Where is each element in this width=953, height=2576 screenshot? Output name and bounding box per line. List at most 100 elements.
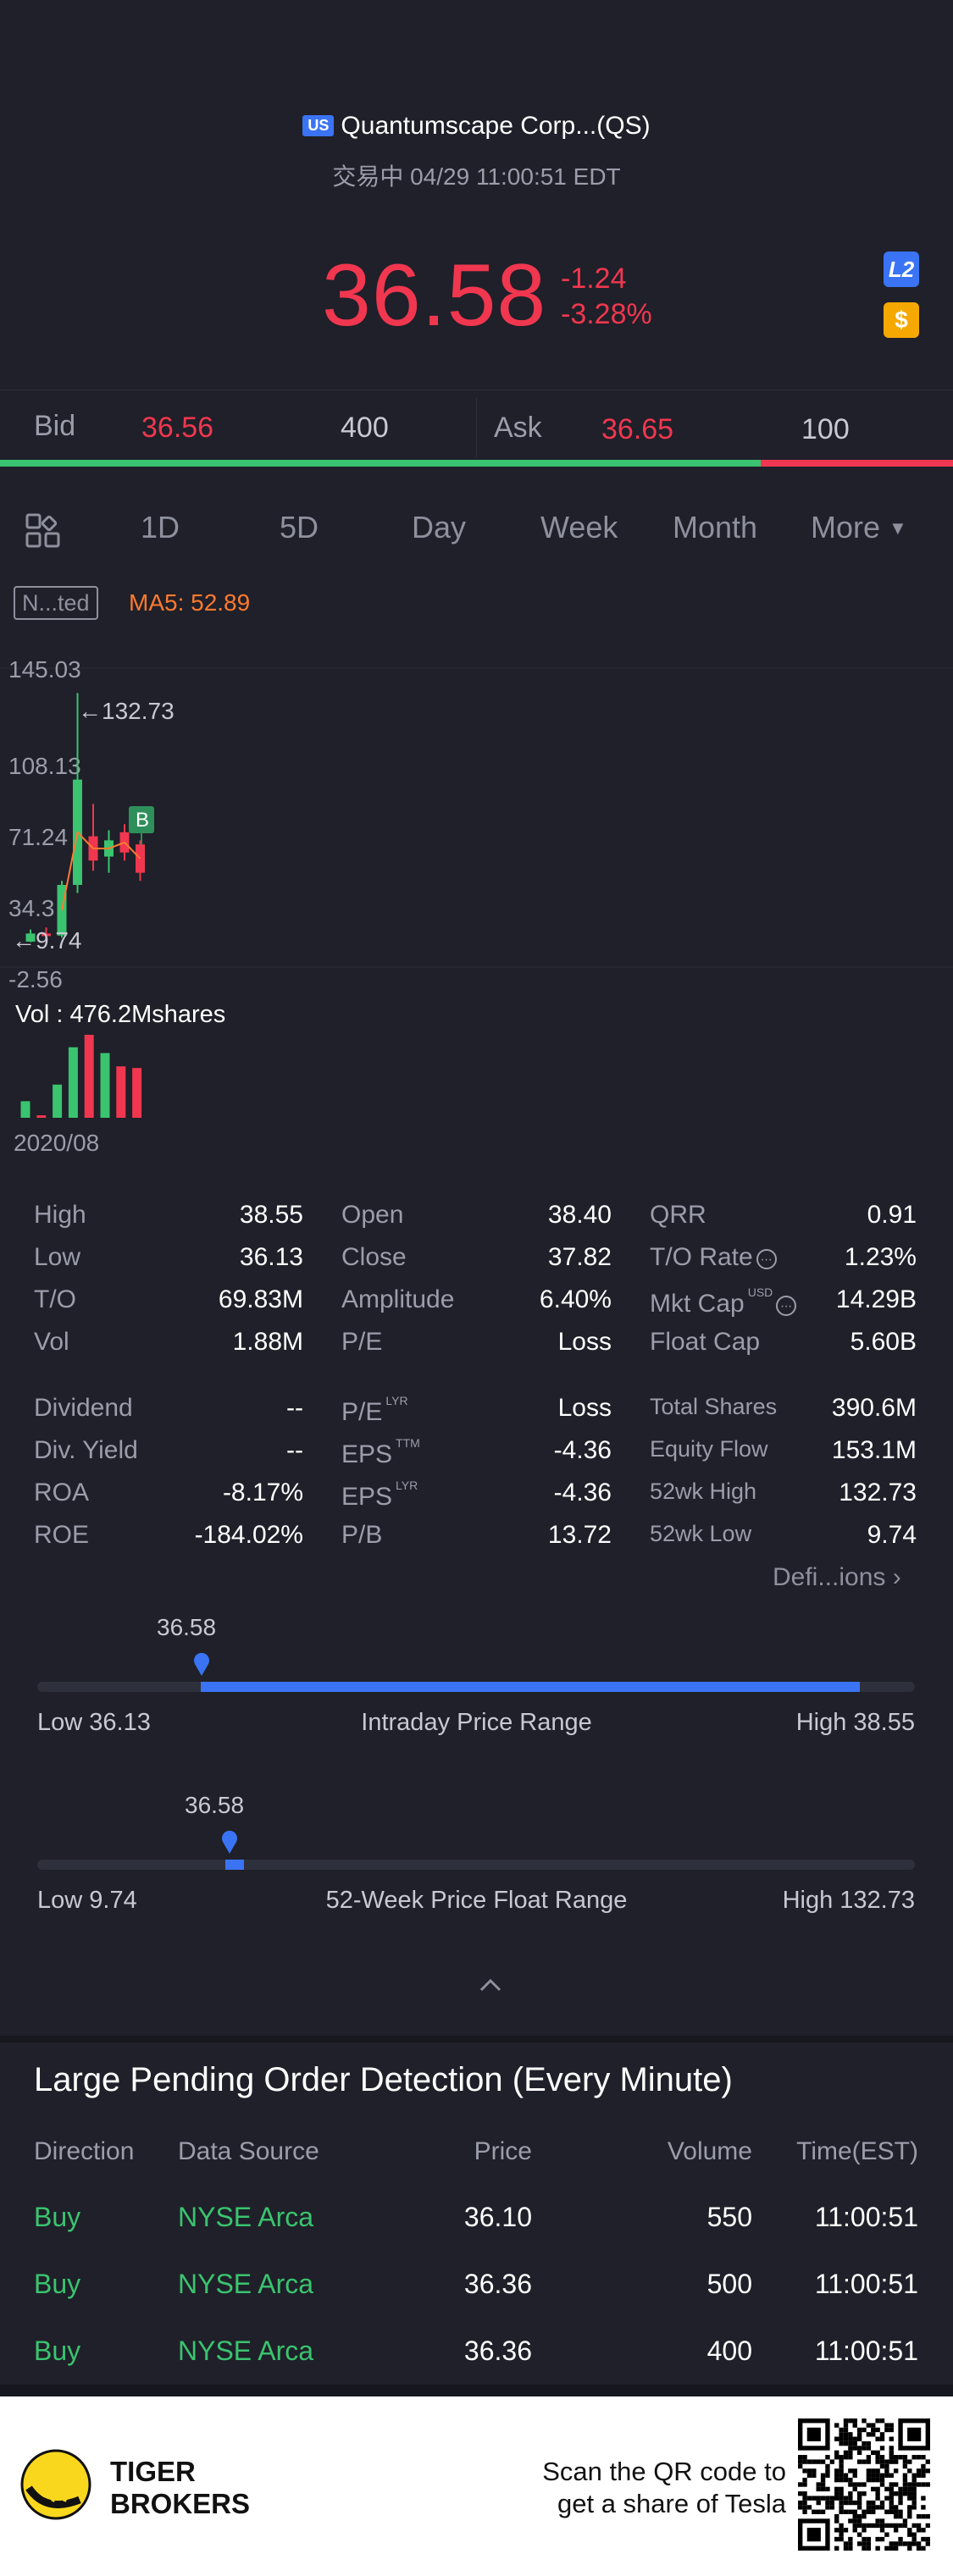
qr-module [911, 2491, 917, 2496]
level2-icon[interactable]: L2 [884, 252, 919, 287]
qr-module [839, 2455, 844, 2460]
week52-range-track [37, 1860, 915, 1870]
qr-module [862, 2441, 867, 2446]
stat-value: Loss [557, 1394, 612, 1422]
price-chart[interactable]: 145.03 108.13 71.24 34.3 -2.56 ←132.73 ←… [0, 652, 953, 991]
stat-label: P/E LYR [341, 1394, 408, 1426]
bid-ask-bar[interactable] [0, 390, 953, 467]
tab-week[interactable]: Week [540, 510, 618, 544]
tab-more[interactable]: More ▼ [811, 510, 907, 545]
tab-1d[interactable]: 1D [141, 510, 180, 544]
qr-module [798, 2455, 803, 2460]
info-icon[interactable]: ⋯ [776, 1296, 797, 1316]
stat-label: P/B [341, 1521, 383, 1549]
qr-module [884, 2486, 889, 2492]
qr-module [871, 2523, 876, 2529]
qr-module [866, 2500, 872, 2506]
qr-module [802, 2491, 807, 2496]
qr-module [911, 2536, 917, 2542]
stat-value: 38.55 [239, 1201, 303, 1229]
qr-module [879, 2418, 885, 2424]
qr-module [843, 2528, 849, 2533]
currency-icon[interactable]: $ [884, 302, 919, 338]
definitions-link[interactable]: Defi...ions › [773, 1563, 901, 1591]
qr-module [843, 2541, 849, 2546]
qr-module [802, 2455, 807, 2460]
order-direction: Buy [34, 2269, 81, 2299]
qr-module [889, 2473, 894, 2478]
qr-module [825, 2463, 830, 2469]
info-icon[interactable]: ⋯ [756, 1249, 777, 1269]
chevron-up-icon[interactable] [479, 1978, 501, 1992]
qr-module [898, 2523, 903, 2529]
qr-module [902, 2463, 908, 2469]
section-divider [0, 2036, 953, 2043]
qr-module [856, 2500, 862, 2506]
qr-module [839, 2468, 844, 2474]
qr-finder-module [806, 2528, 821, 2542]
qr-module [802, 2505, 807, 2510]
stat-label: High [34, 1201, 86, 1229]
volume-bar [84, 1035, 94, 1118]
order-volume: 550 [706, 2202, 752, 2232]
qr-module [834, 2436, 839, 2441]
qr-module [893, 2509, 899, 2514]
tab-5d[interactable]: 5D [280, 510, 319, 544]
col-header-volume: Volume [667, 2137, 752, 2165]
qr-module [852, 2500, 857, 2506]
qr-module [911, 2486, 917, 2492]
qr-module [879, 2463, 885, 2469]
qr-module [879, 2500, 885, 2506]
stock-title: US Quantumscape Corp...(QS) [0, 112, 953, 141]
qr-module [816, 2482, 821, 2487]
qr-module [893, 2546, 899, 2551]
stat-value: 9.74 [867, 1521, 917, 1549]
qr-module [802, 2482, 807, 2487]
qr-module [820, 2482, 826, 2487]
qr-module [871, 2468, 876, 2474]
qr-module [916, 2541, 922, 2546]
qr-module [898, 2455, 903, 2460]
qr-module [871, 2509, 876, 2514]
qr-module [852, 2523, 857, 2529]
stat-label: Low [34, 1243, 81, 1271]
qr-module [839, 2427, 844, 2433]
qr-module [916, 2528, 922, 2533]
qr-module [866, 2455, 872, 2460]
ma5-label: MA5: 52.89 [129, 589, 251, 616]
buy-marker[interactable] [129, 806, 154, 833]
chart-layout-icon[interactable] [25, 513, 61, 549]
max-price-label: ←132.73 [78, 698, 175, 724]
pending-orders-title: Large Pending Order Detection (Every Min… [34, 2061, 733, 2098]
buy-marker-label: B [136, 809, 149, 832]
candle-body [136, 844, 145, 873]
stat-value: Loss [557, 1328, 612, 1356]
stat-value: 14.29B [835, 1285, 917, 1313]
qr-module [848, 2418, 853, 2424]
qr-module [825, 2505, 830, 2510]
qr-module [898, 2496, 903, 2501]
qr-module [879, 2482, 885, 2487]
qr-module [812, 2473, 817, 2478]
qr-module [852, 2446, 857, 2451]
indicator-selector[interactable]: N...ted [14, 586, 98, 620]
stat-value: -4.36 [553, 1436, 612, 1464]
qr-module [889, 2523, 894, 2529]
qr-module [889, 2500, 894, 2506]
qr-module [848, 2536, 853, 2542]
qr-module [889, 2546, 894, 2551]
order-direction: Buy [34, 2202, 81, 2232]
qr-module [848, 2496, 853, 2501]
qr-module [839, 2505, 844, 2510]
intraday-range-fill [201, 1682, 860, 1692]
tab-day[interactable]: Day [412, 510, 467, 544]
section-divider [0, 2385, 953, 2396]
qr-module [902, 2455, 908, 2460]
col-header-source: Data Source [178, 2137, 319, 2165]
qr-module [839, 2473, 844, 2478]
stat-value: 153.1M [831, 1436, 917, 1464]
qr-code-icon[interactable] [798, 2418, 930, 2551]
tab-month[interactable]: Month [673, 510, 758, 544]
stat-label: Vol [34, 1328, 69, 1356]
qr-module [834, 2450, 839, 2456]
